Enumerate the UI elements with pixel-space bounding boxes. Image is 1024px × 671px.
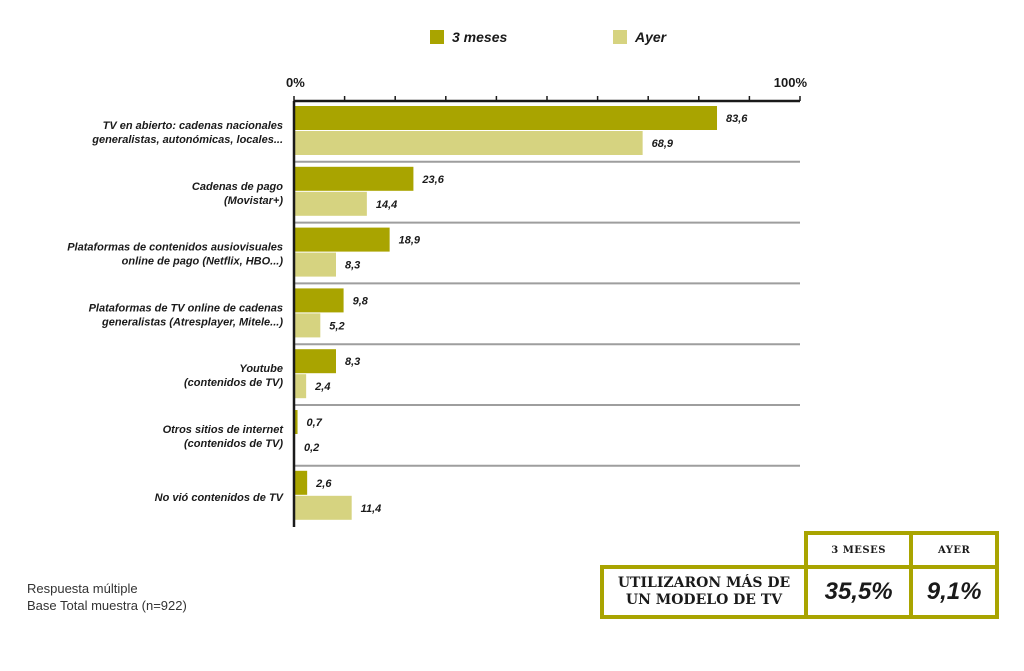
bar-ayer [294,131,643,155]
summary-label: UTILIZARON MÁS DE UN MODELO DE TV [600,565,808,619]
bar-value-label: 2,6 [315,478,332,490]
bar-ayer [294,313,321,338]
bar-value-label: 83,6 [726,113,748,125]
bar-value-label: 18,9 [399,235,421,247]
bar-3-meses [294,470,308,495]
category-label: (contenidos de TV) [184,438,283,450]
summary-label-line2: UN MODELO DE TV [625,592,783,608]
bar-value-label: 9,8 [353,295,369,307]
category-label: generalistas (Atresplayer, Mitele...) [101,316,283,328]
bar-3-meses [294,166,414,191]
bar-3-meses [294,349,336,374]
bar-3-meses [294,227,390,252]
x-tick-label-100: 100% [774,75,808,90]
legend-label-3-meses: 3 meses [452,29,507,45]
category-label: generalistas, autonómicas, locales... [91,134,283,146]
summary-header-3-meses: 3 MESES [803,531,914,567]
category-label: TV en abierto: cadenas nacionales [103,120,283,132]
category-label: Youtube [239,363,283,375]
legend-swatch-3-meses [430,30,444,44]
bar-value-label: 14,4 [376,199,397,211]
summary-value-3-meses: 35,5% [803,565,914,619]
legend-label-ayer: Ayer [634,29,668,45]
note-sample-base: Base Total muestra (n=922) [27,598,187,613]
bar-value-label: 2,4 [314,381,330,393]
summary-header-ayer: AYER [909,531,999,567]
bar-3-meses [294,288,344,313]
bar-3-meses [294,410,298,434]
note-multiple-response: Respuesta múltiple [27,581,138,596]
category-label: Plataformas de TV online de cadenas [89,302,283,314]
bar-ayer [294,374,307,399]
category-label: Plataformas de contenidos ausiovisuales [67,242,283,254]
bar-value-label: 23,6 [421,174,444,186]
bar-value-label: 0,2 [304,442,319,454]
summary-table: 3 MESES AYER UTILIZARON MÁS DE UN MODELO… [600,531,999,619]
bar-value-label: 5,2 [329,320,344,332]
category-label: (contenidos de TV) [184,377,283,389]
bar-ayer [294,191,367,216]
summary-value-ayer: 9,1% [909,565,999,619]
bar-ayer [294,252,336,277]
category-label: Cadenas de pago [192,181,283,193]
bar-value-label: 0,7 [307,417,323,429]
bar-value-label: 11,4 [361,503,382,515]
category-label: (Movistar+) [224,195,283,207]
category-label: No vió contenidos de TV [155,492,285,504]
bar-3-meses [294,106,718,130]
bar-value-label: 8,3 [345,260,360,272]
bar-value-label: 8,3 [345,356,360,368]
summary-blank-cell [602,533,806,567]
x-tick-label-0: 0% [286,75,305,90]
bar-value-label: 68,9 [652,138,674,150]
legend-swatch-ayer [613,30,627,44]
bar-ayer [294,495,352,520]
summary-label-line1: UTILIZARON MÁS DE [617,575,791,591]
category-label: online de pago (Netflix, HBO...) [122,256,284,268]
category-label: Otros sitios de internet [163,424,285,436]
